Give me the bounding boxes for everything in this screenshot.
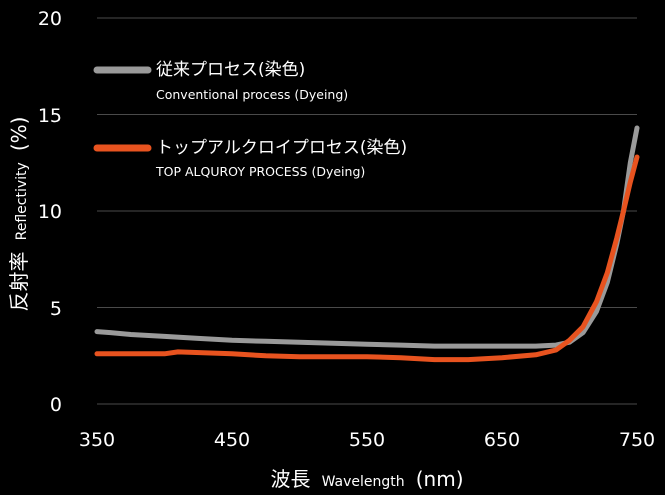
legend-sublabel-alquroy: TOP ALQUROY PROCESS (Dyeing)	[155, 164, 365, 179]
y-axis-title-jp: 反射率	[7, 251, 31, 311]
x-tick-label: 750	[619, 429, 655, 451]
x-tick-label: 650	[484, 429, 520, 451]
y-axis-title: 反射率 Reflectivity (%)	[7, 117, 31, 312]
x-axis-title-unit: (nm)	[416, 467, 464, 491]
legend: 従来プロセス(染色) Conventional process (Dyeing)…	[93, 60, 407, 179]
x-tick-labels: 350 450 550 650 750	[79, 429, 655, 451]
legend-label-alquroy: トップアルクロイプロセス(染色)	[156, 138, 407, 158]
y-tick-label: 10	[38, 201, 62, 223]
x-tick-label: 350	[79, 429, 115, 451]
y-tick-label: 0	[50, 394, 62, 416]
gridlines	[97, 17, 637, 405]
series-line-conventional	[94, 125, 640, 349]
x-tick-label: 450	[214, 429, 250, 451]
x-axis-title-jp: 波長	[270, 467, 310, 491]
x-tick-label: 550	[349, 429, 385, 451]
x-axis-title: 波長 Wavelength (nm)	[270, 467, 463, 491]
y-tick-label: 20	[38, 8, 62, 30]
y-tick-label: 15	[38, 105, 62, 127]
legend-label-conventional: 従来プロセス(染色)	[156, 60, 305, 80]
series-line-alquroy	[94, 154, 640, 363]
x-axis-title-en: Wavelength	[322, 474, 405, 490]
y-axis-title-unit: (%)	[7, 117, 31, 152]
y-tick-labels: 20 15 10 5 0	[38, 8, 62, 416]
y-tick-label: 5	[50, 298, 62, 320]
series-lines	[94, 125, 640, 363]
y-axis-title-en: Reflectivity	[14, 162, 30, 240]
legend-sublabel-conventional: Conventional process (Dyeing)	[156, 87, 348, 102]
